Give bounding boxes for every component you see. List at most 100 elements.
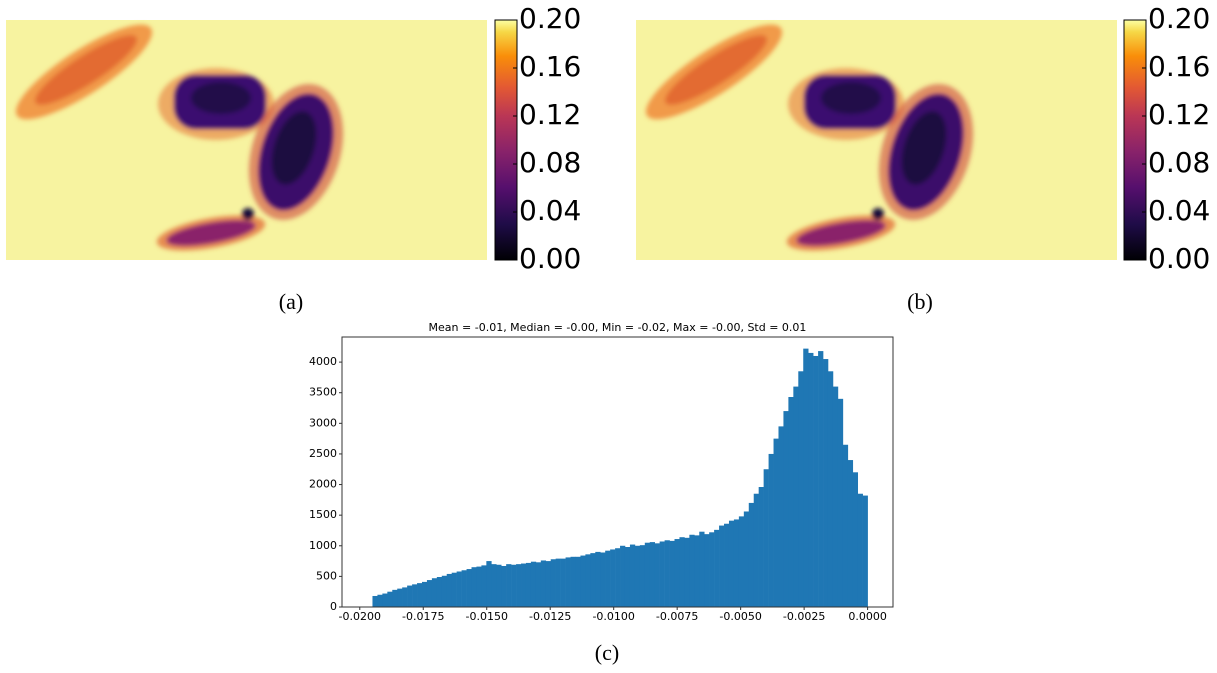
histogram-bar (446, 573, 452, 607)
histogram-bar (407, 585, 413, 607)
histogram-bar (397, 588, 403, 607)
histogram-bar (590, 553, 596, 607)
histogram-bar (481, 565, 487, 607)
histogram-bar (560, 558, 566, 607)
histogram-bar (570, 556, 576, 607)
blob (166, 220, 256, 246)
histogram-bar (491, 564, 497, 607)
histogram-bar (793, 386, 799, 607)
histogram-bar (575, 556, 581, 607)
histogram-bar (496, 564, 502, 607)
histogram-bar (545, 561, 552, 607)
histogram-bar (417, 583, 423, 607)
chart-title: Mean = -0.01, Median = -0.00, Min = -0.0… (429, 321, 807, 334)
histogram-bar (456, 571, 462, 607)
histogram-bar (842, 444, 849, 607)
histogram-bar (377, 594, 383, 607)
histogram-bar (565, 557, 571, 607)
x-tick-label: -0.0175 (402, 610, 444, 623)
histogram-bar (664, 540, 670, 607)
colorbar-tick-label: 0.00 (519, 242, 581, 275)
histogram-bar (501, 565, 507, 607)
blob (901, 111, 947, 185)
blob (191, 82, 251, 114)
blob (35, 35, 137, 105)
colorbar-tick-label: 0.08 (519, 146, 581, 179)
y-tick-label: 1000 (309, 539, 337, 552)
histogram-bar (674, 539, 680, 607)
histogram-bar (387, 591, 393, 607)
colorbar (494, 19, 518, 261)
histogram-bar (847, 460, 854, 607)
histogram-bar (521, 563, 527, 607)
histogram-bar (728, 520, 735, 607)
histogram-bar (852, 472, 859, 607)
histogram-bar (525, 562, 532, 607)
heatmap-blobs (15, 24, 344, 251)
plot-frame (341, 336, 894, 608)
histogram-bar (600, 552, 606, 607)
histogram-bar (699, 531, 705, 607)
colorbar-tick-label: 0.16 (1148, 50, 1210, 83)
histogram-bar (768, 453, 774, 607)
histogram-bar (402, 587, 408, 607)
blob (872, 208, 884, 220)
panel-caption: (a) (279, 289, 303, 314)
histogram-bar (649, 542, 655, 607)
histogram-bar (639, 545, 646, 607)
histogram-bar (426, 580, 433, 607)
y-tick-label: 500 (316, 569, 337, 582)
colorbar-tick-label: 0.20 (1148, 2, 1210, 35)
heatmap (636, 20, 1117, 260)
histogram-bar (753, 493, 759, 607)
histogram-bar (679, 537, 685, 607)
histogram-bar (466, 569, 472, 607)
histogram-bar (694, 535, 700, 607)
x-tick-label: -0.0025 (783, 610, 825, 623)
histogram-bar (471, 567, 477, 607)
histogram-bar (550, 559, 556, 607)
histogram-bar (743, 511, 750, 607)
colorbar (1123, 19, 1147, 261)
y-tick-label: 3000 (309, 416, 337, 429)
histogram-bar (382, 593, 388, 607)
histogram-bar (788, 397, 794, 607)
x-tick-label: -0.0200 (339, 610, 381, 623)
y-tick-label: 0 (330, 600, 337, 613)
histogram-bar (530, 561, 537, 607)
colorbar-tick-label: 0.08 (1148, 146, 1210, 179)
histogram-bar (421, 581, 428, 607)
histogram-bar (441, 575, 448, 607)
histogram-bar (719, 525, 725, 607)
histogram-bar (709, 532, 715, 607)
histogram-bar (654, 543, 660, 607)
histogram-bar (431, 578, 438, 607)
histogram-bar (659, 541, 665, 607)
histogram-bar (738, 516, 745, 607)
histogram-bar (724, 523, 730, 607)
histogram-bar (644, 542, 651, 607)
histogram-bar (758, 487, 764, 607)
y-tick-label: 4000 (309, 355, 337, 368)
blob (242, 208, 254, 220)
histogram-bar (516, 564, 522, 607)
histogram-bar (798, 371, 804, 607)
histogram-bar (511, 564, 517, 607)
colorbar-tick-label: 0.04 (519, 194, 581, 227)
x-tick-label: -0.0125 (529, 610, 571, 623)
histogram-bar (610, 549, 616, 607)
histogram-bar (436, 577, 443, 607)
histogram-bar (392, 589, 398, 607)
histogram-bar (714, 529, 720, 607)
histogram-bar (857, 493, 863, 607)
histogram-bar (837, 398, 844, 607)
histogram-bar (773, 438, 779, 607)
histogram-bar (684, 537, 690, 607)
histogram-bar (763, 469, 769, 607)
x-tick-label: -0.0050 (719, 610, 761, 623)
colorbar-tick-label: 0.12 (519, 98, 581, 131)
panel-caption: (c) (595, 640, 619, 665)
colorbar-tick-label: 0.00 (1148, 242, 1210, 275)
histogram-bar (506, 564, 512, 607)
